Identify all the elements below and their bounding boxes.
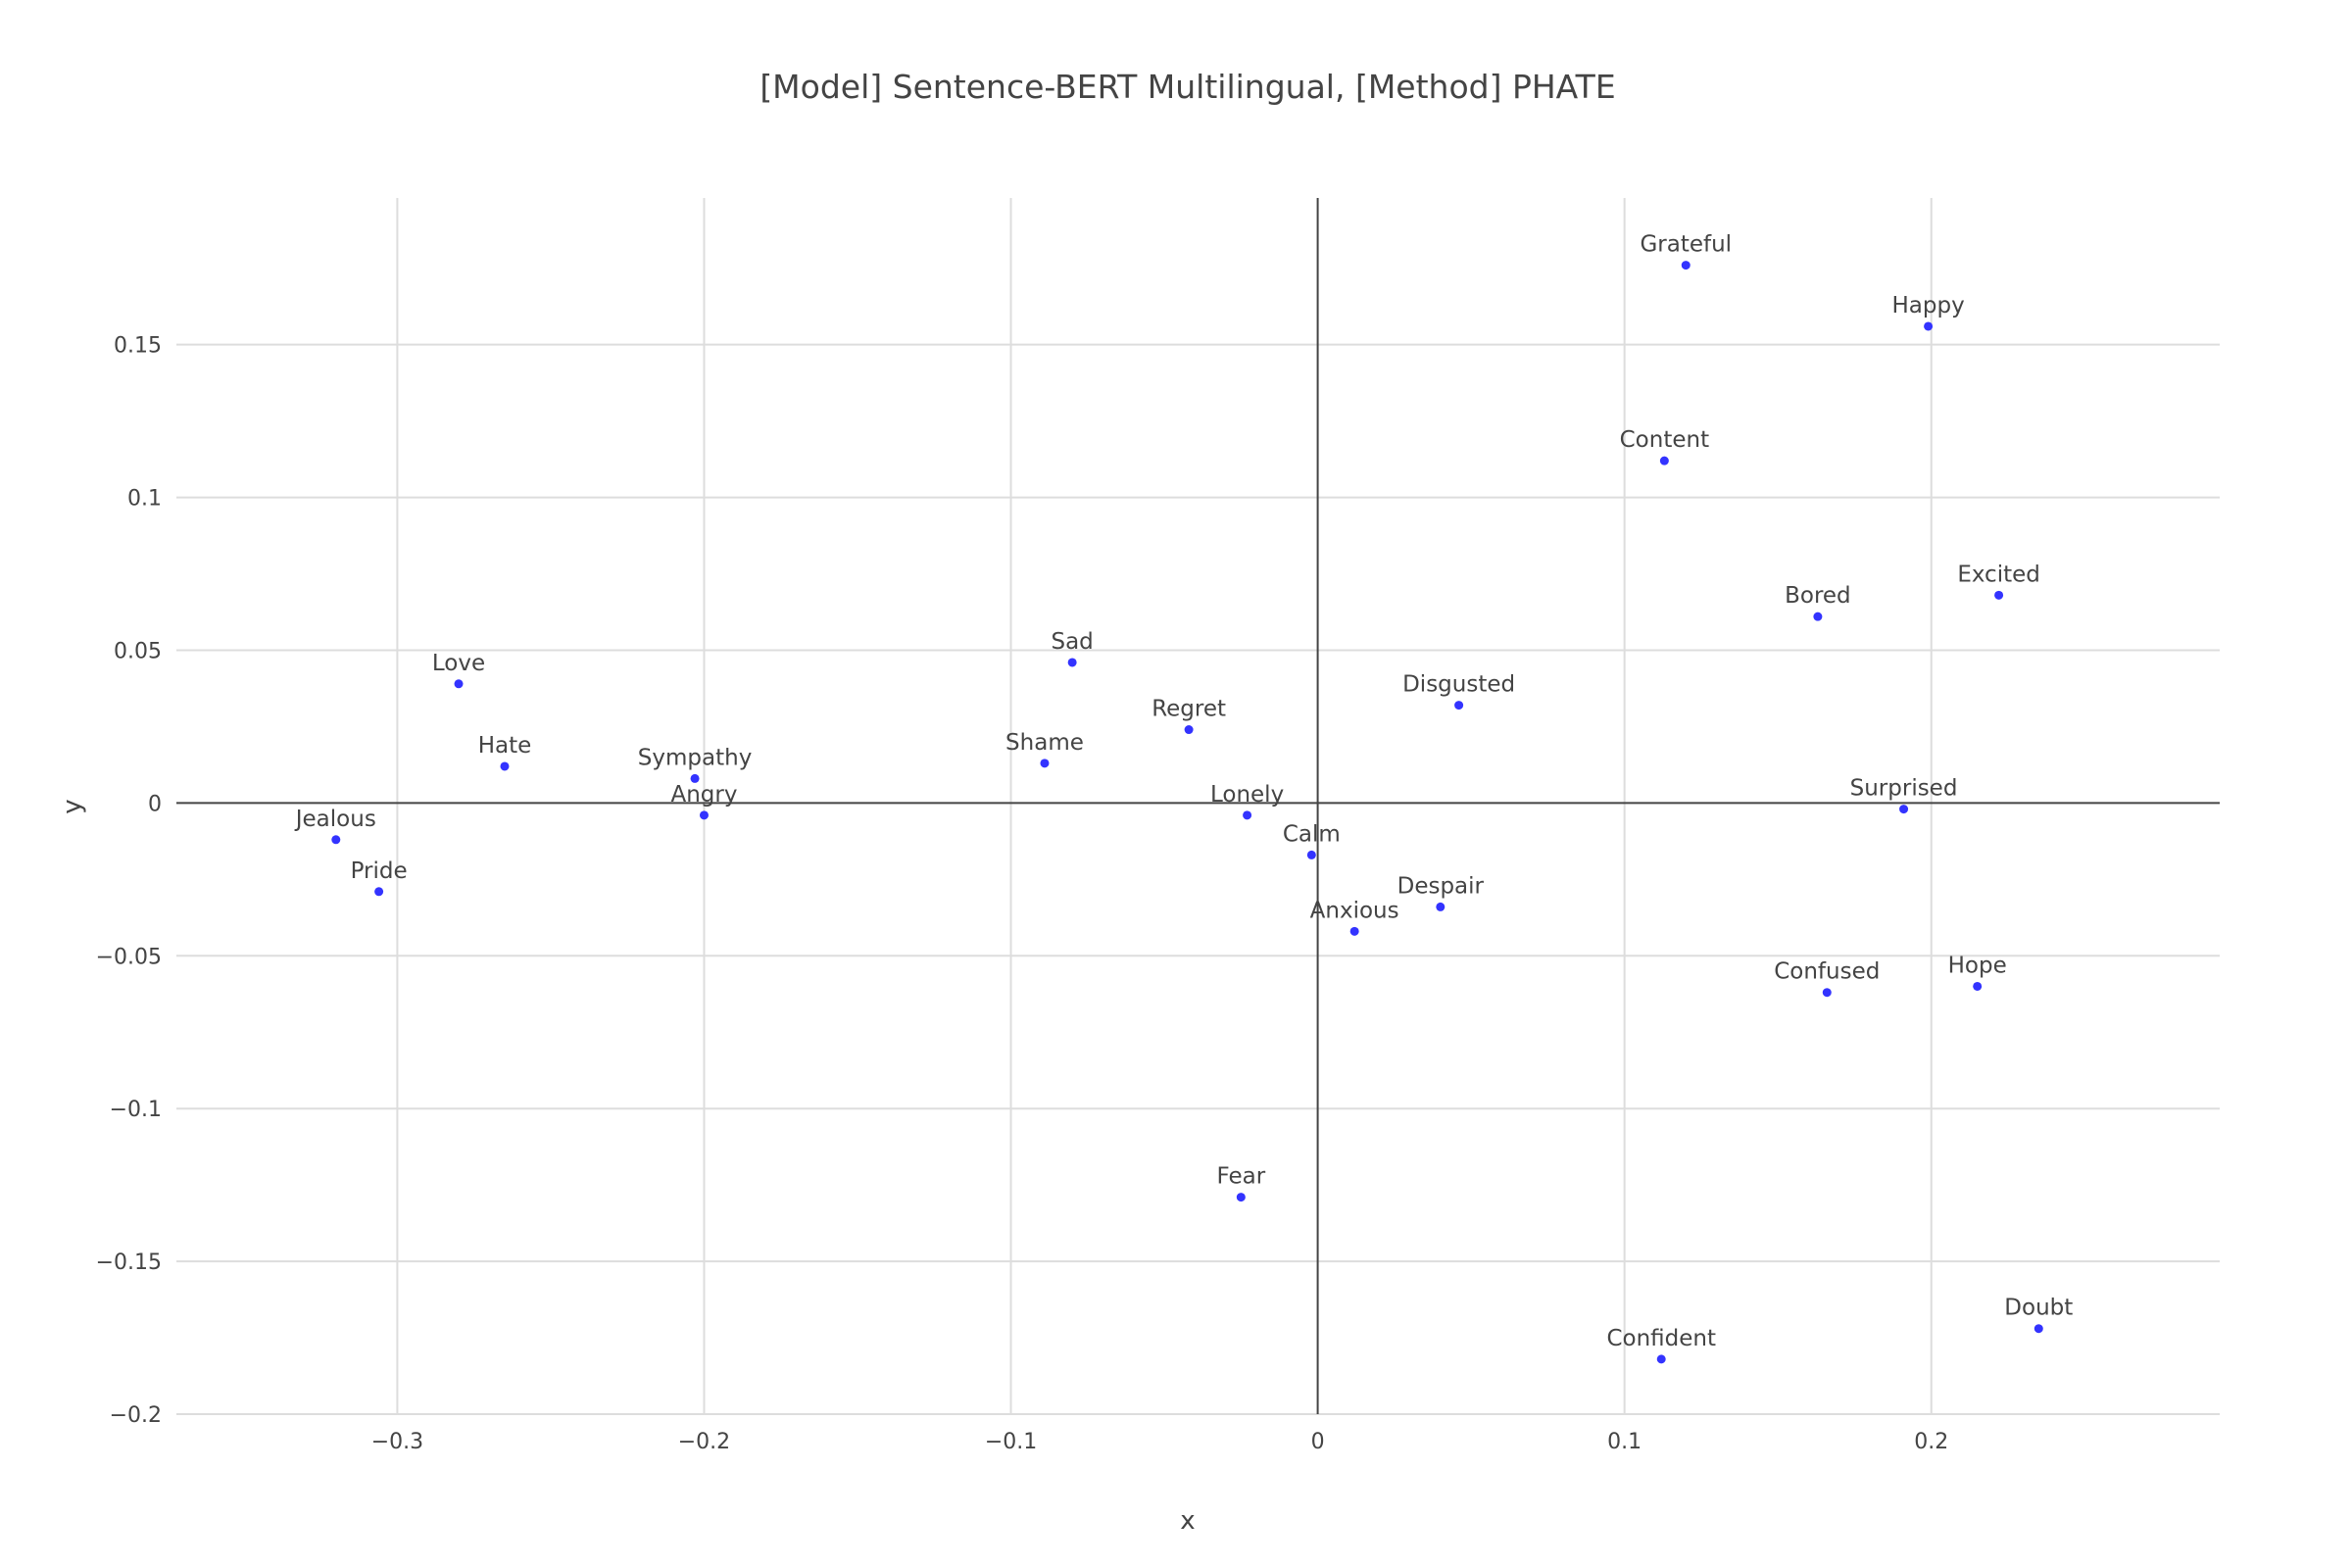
point-label: Sympathy — [638, 745, 753, 770]
point-label: Doubt — [2004, 1296, 2073, 1321]
point-label: Shame — [1005, 730, 1084, 756]
point-label: Disgusted — [1402, 672, 1515, 698]
point-label: Calm — [1283, 821, 1341, 847]
data-point[interactable] — [1306, 850, 1316, 859]
point-label: Excited — [1957, 562, 2040, 587]
y-tick-label: −0.1 — [110, 1098, 162, 1122]
x-tick-label: −0.3 — [371, 1430, 423, 1454]
point-label: Jealous — [294, 807, 376, 832]
data-point[interactable] — [1349, 926, 1359, 936]
y-tick-label: 0.1 — [127, 487, 162, 512]
data-point[interactable] — [1924, 321, 1934, 331]
y-tick-label: −0.15 — [96, 1250, 162, 1275]
point-label: Confident — [1606, 1326, 1716, 1351]
data-point[interactable] — [1454, 701, 1464, 710]
point-label: Surprised — [1850, 776, 1958, 802]
chart-title: [Model] Sentence-BERT Multilingual, [Met… — [760, 68, 1615, 106]
point-label: Sad — [1051, 629, 1093, 655]
x-tick-label: 0 — [1311, 1430, 1325, 1454]
y-tick-label: 0.05 — [114, 639, 162, 663]
point-label: Hate — [478, 733, 532, 759]
data-point[interactable] — [1656, 1354, 1666, 1364]
point-label: Angry — [670, 782, 737, 808]
point-label: Bored — [1785, 583, 1851, 609]
point-label: Regret — [1152, 697, 1226, 722]
data-point[interactable] — [1899, 805, 1909, 814]
data-point[interactable] — [500, 761, 510, 771]
data-point[interactable] — [1973, 981, 1983, 991]
data-point[interactable] — [1681, 261, 1690, 270]
data-point[interactable] — [1994, 590, 2004, 600]
point-label: Fear — [1216, 1164, 1265, 1190]
data-point[interactable] — [1067, 658, 1077, 667]
x-tick-label: −0.2 — [678, 1430, 730, 1454]
data-point[interactable] — [1436, 902, 1446, 911]
data-point[interactable] — [699, 810, 709, 820]
y-axis-title: y — [58, 799, 87, 813]
x-tick-label: 0.2 — [1914, 1430, 1948, 1454]
data-point[interactable] — [1813, 612, 1823, 621]
point-label: Despair — [1397, 873, 1485, 899]
data-point[interactable] — [1236, 1193, 1246, 1202]
y-tick-label: −0.2 — [110, 1403, 162, 1428]
data-point[interactable] — [2034, 1324, 2043, 1334]
point-label: Anxious — [1310, 898, 1399, 923]
data-point[interactable] — [1243, 810, 1252, 820]
point-label: Content — [1620, 427, 1709, 453]
data-point[interactable] — [454, 679, 464, 689]
point-label: Love — [432, 651, 485, 676]
data-point[interactable] — [331, 835, 341, 845]
point-label: Happy — [1891, 293, 1964, 318]
y-tick-label: 0.15 — [114, 334, 162, 359]
data-point[interactable] — [1659, 456, 1669, 466]
point-label: Grateful — [1640, 232, 1732, 258]
data-points — [331, 261, 2043, 1364]
x-tick-label: 0.1 — [1607, 1430, 1642, 1454]
data-point[interactable] — [1040, 759, 1050, 768]
point-label: Lonely — [1210, 782, 1284, 808]
tick-labels: −0.3 −0.2 −0.1 0 0.1 0.2 −0.2 −0.15 −0.1 −0.05 0 0.… — [96, 334, 1949, 1454]
x-tick-label: −0.1 — [985, 1430, 1037, 1454]
data-point[interactable] — [690, 773, 700, 783]
data-point[interactable] — [1184, 725, 1194, 735]
data-point[interactable] — [374, 887, 384, 897]
zero-lines — [176, 198, 2220, 1414]
point-label: Hope — [1948, 953, 2007, 978]
data-point[interactable] — [1822, 988, 1832, 998]
point-label: Pride — [351, 858, 408, 884]
y-tick-label: 0 — [148, 792, 162, 816]
y-tick-label: −0.05 — [96, 945, 162, 969]
point-label: Confused — [1774, 959, 1880, 985]
point-labels: Grateful Happy Content Excited Bored Sad Love D… — [294, 232, 2074, 1351]
grid-layer — [176, 198, 2220, 1415]
x-axis-title: x — [1180, 1506, 1195, 1536]
